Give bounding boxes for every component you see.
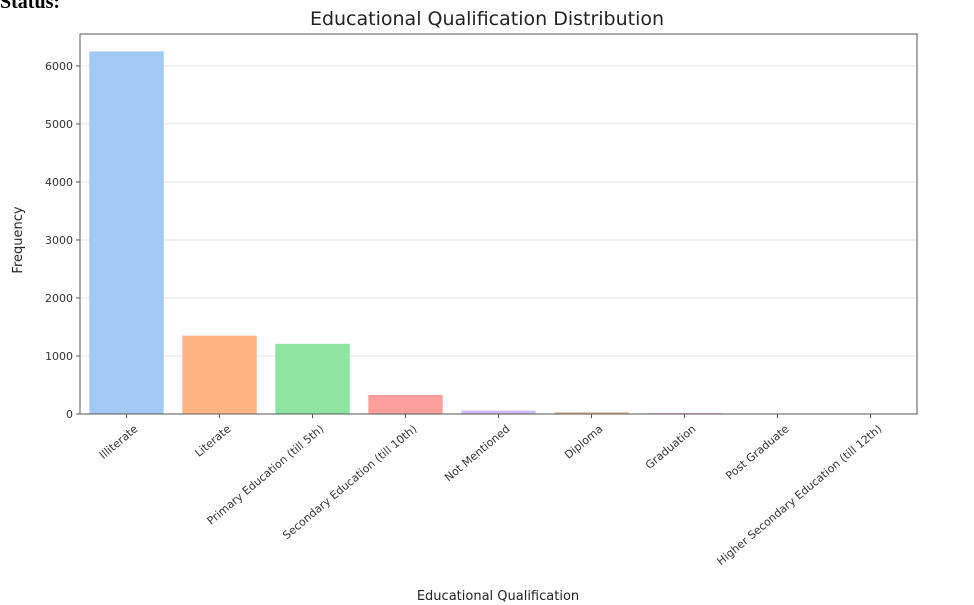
bars [89, 51, 907, 414]
y-tick-label: 5000 [45, 118, 73, 131]
y-tick-label: 1000 [45, 350, 73, 363]
bar-not-mentioned [461, 411, 535, 414]
y-axis-label: Frequency [11, 206, 26, 273]
y-tick-label: 2000 [45, 292, 73, 305]
x-tick-label: Not Mentioned [442, 422, 512, 484]
x-tick-label: Diploma [562, 422, 605, 461]
y-tick-label: 3000 [45, 234, 73, 247]
x-tick-label: Literate [192, 422, 233, 459]
x-tick-label: Graduation [643, 422, 699, 472]
x-tick-label: Higher Secondary Education (till 12th) [714, 422, 884, 568]
y-tick-label: 6000 [45, 60, 73, 73]
y-axis-ticks: 0 1000 2000 3000 4000 5000 6000 [45, 60, 80, 421]
x-axis-label: Educational Qualification [417, 589, 579, 604]
y-tick-label: 4000 [45, 176, 73, 189]
x-tick-label: Post Graduate [723, 422, 791, 482]
bar-illiterate [89, 51, 163, 414]
bar-primary-education-till-5th [275, 344, 349, 414]
x-tick-label: Illiterate [97, 422, 141, 462]
bar-literate [182, 336, 256, 414]
y-tick-label: 0 [66, 408, 73, 421]
bar-secondary-education-till-10th [368, 395, 442, 414]
